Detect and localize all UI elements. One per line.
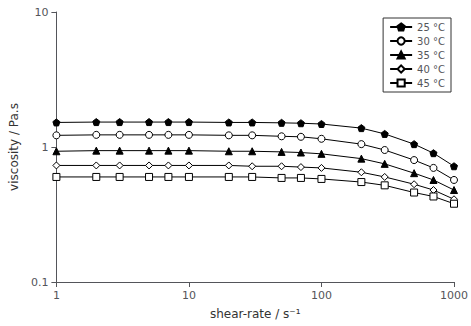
svg-text:0.1: 0.1 [31, 276, 49, 289]
svg-text:1: 1 [41, 141, 48, 154]
svg-text:45 °C: 45 °C [417, 78, 445, 89]
svg-text:10: 10 [182, 289, 196, 302]
svg-text:shear-rate / s⁻¹: shear-rate / s⁻¹ [210, 307, 301, 321]
svg-text:1000: 1000 [440, 289, 468, 302]
svg-text:25 °C: 25 °C [417, 22, 445, 33]
svg-text:40 °C: 40 °C [417, 64, 445, 75]
svg-text:100: 100 [311, 289, 332, 302]
svg-text:1: 1 [53, 289, 60, 302]
svg-text:10: 10 [34, 6, 48, 19]
svg-text:35 °C: 35 °C [417, 50, 445, 61]
svg-text:30 °C: 30 °C [417, 36, 445, 47]
svg-text:viscosity / Pa.s: viscosity / Pa.s [7, 103, 21, 191]
